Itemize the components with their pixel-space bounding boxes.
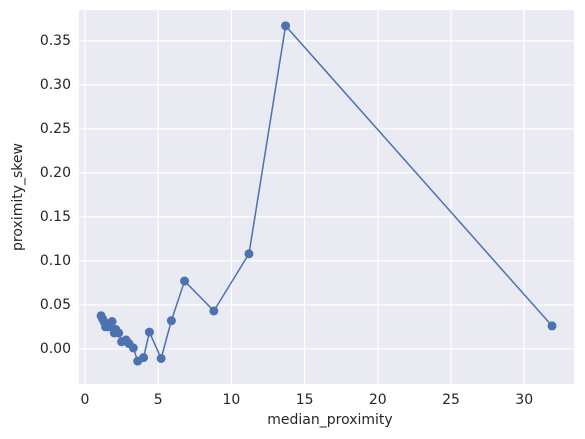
y-tick-label: 0.05 [40, 297, 71, 313]
x-axis-label: median_proximity [267, 412, 392, 428]
y-tick-label: 0.20 [40, 165, 71, 181]
y-tick-label: 0.10 [40, 253, 71, 269]
x-tick-label: 15 [296, 392, 314, 408]
marker [180, 276, 190, 286]
y-axis-label: proximity_skew [10, 143, 26, 251]
marker [209, 306, 219, 316]
plot-area [79, 10, 574, 384]
x-tick-label: 20 [369, 392, 387, 408]
x-tick-label: 30 [515, 392, 533, 408]
x-tick-label: 0 [81, 392, 90, 408]
marker [144, 327, 154, 337]
marker [128, 343, 138, 353]
y-tick-label: 0.00 [40, 341, 71, 357]
x-tick-label: 10 [222, 392, 240, 408]
marker [547, 321, 557, 331]
marker [281, 21, 291, 31]
marker [114, 328, 124, 338]
marker [166, 316, 176, 326]
y-tick-label: 0.35 [40, 33, 71, 49]
marker [156, 353, 166, 363]
x-tick-label: 5 [154, 392, 163, 408]
marker [139, 353, 149, 363]
x-tick-label: 25 [442, 392, 460, 408]
y-tick-label: 0.30 [40, 77, 71, 93]
y-tick-label: 0.25 [40, 121, 71, 137]
y-tick-label: 0.15 [40, 209, 71, 225]
marker [244, 249, 254, 259]
marker [107, 317, 117, 327]
